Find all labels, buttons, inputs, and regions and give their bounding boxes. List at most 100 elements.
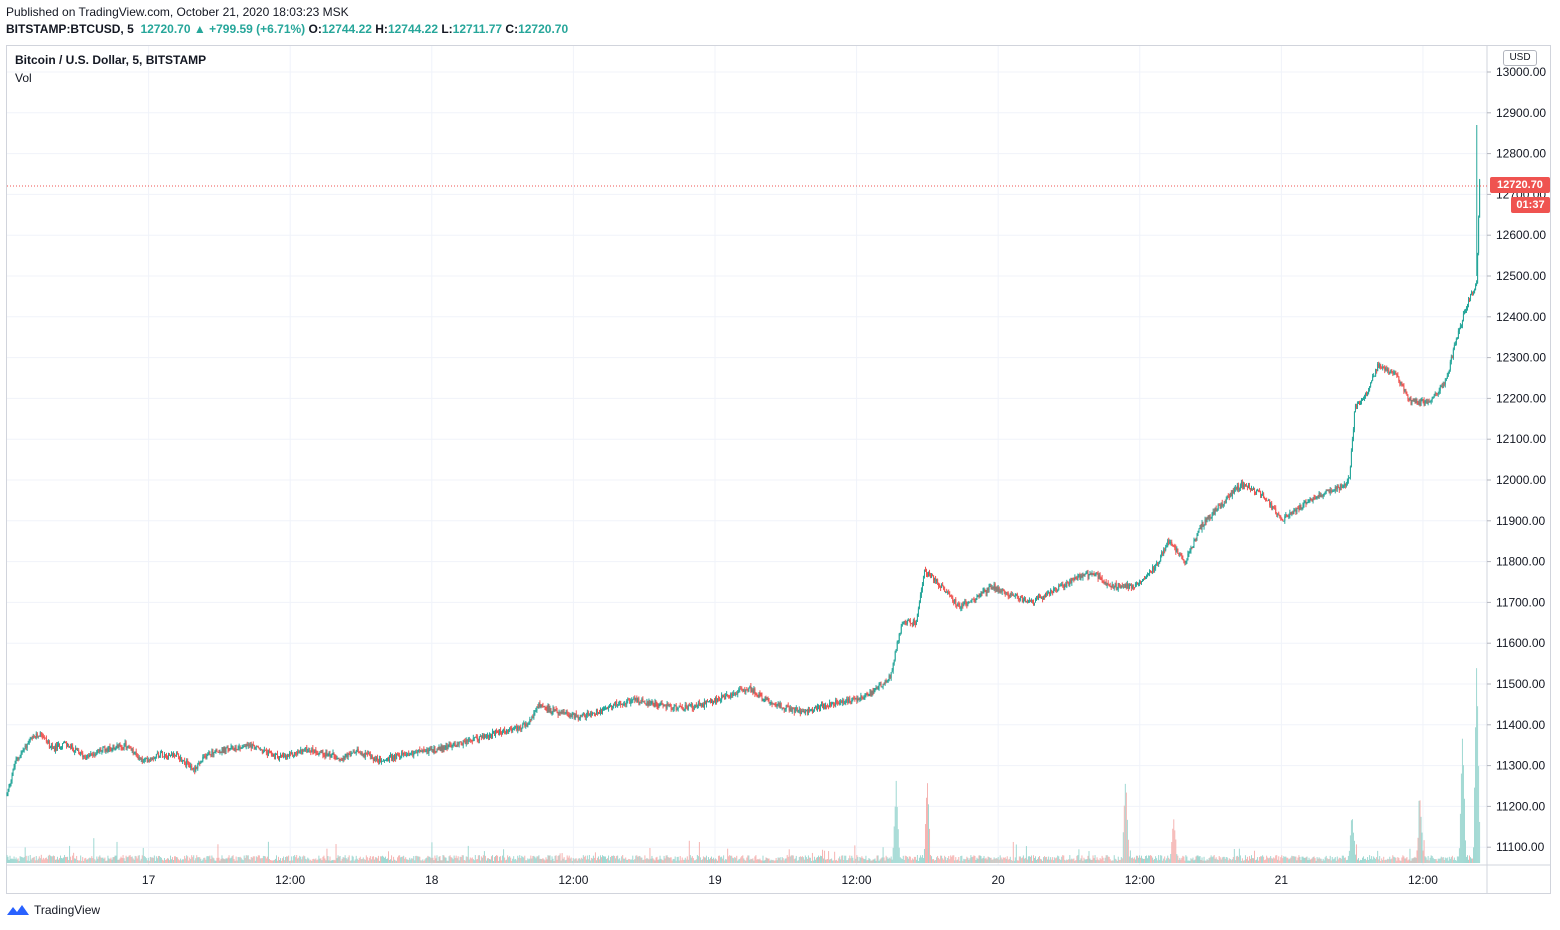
volume-bar [22, 857, 24, 863]
volume-bar [38, 856, 40, 863]
candle-body [858, 698, 860, 700]
volume-bar [574, 858, 576, 863]
volume-bar [1247, 860, 1249, 863]
candle-body [626, 700, 628, 705]
chart-legend-title[interactable]: Bitcoin / U.S. Dollar, 5, BITSTAMP [15, 53, 207, 67]
candle-body [1036, 598, 1038, 600]
volume-bar [981, 858, 983, 863]
volume-bar [823, 858, 825, 863]
volume-bar [1271, 858, 1273, 863]
candle-body [544, 706, 546, 708]
volume-bar [1461, 738, 1463, 863]
volume-bar [250, 856, 252, 863]
currency-button[interactable]: USD [1503, 50, 1537, 66]
candle-body [757, 694, 759, 698]
volume-bar [1294, 856, 1296, 863]
volume-bar [425, 858, 427, 863]
volume-bar [836, 859, 838, 863]
candle-body [939, 585, 941, 587]
volume-bar [1311, 858, 1313, 863]
volume-bar [157, 855, 159, 863]
volume-bar [1206, 859, 1208, 863]
volume-bar [835, 860, 837, 863]
volume-bar [1253, 858, 1255, 863]
candle-body [805, 709, 807, 712]
volume-bar [1021, 857, 1023, 863]
candle-body [752, 689, 754, 694]
candle-body [55, 745, 57, 749]
candle-body [988, 586, 990, 590]
volume-bar [578, 858, 580, 863]
volume-bar [191, 855, 193, 863]
candle-body [793, 707, 795, 713]
candle-body [29, 739, 31, 741]
candle-body [41, 734, 43, 737]
candle-body [204, 756, 206, 758]
volume-bar [240, 857, 242, 863]
candle-body [708, 701, 710, 703]
candle-body [635, 698, 637, 701]
symbol-label[interactable]: BITSTAMP:BTCUSD, 5 [6, 22, 134, 36]
candle-body [1420, 400, 1422, 406]
candle-body [1194, 539, 1196, 541]
candle-body [1404, 390, 1406, 392]
volume-bar [1460, 773, 1462, 863]
volume-bar [658, 859, 660, 863]
candle-body [42, 736, 44, 738]
volume-bar [606, 859, 608, 863]
volume-bar [1147, 858, 1149, 863]
candle-body [604, 708, 606, 710]
volume-bar [898, 847, 900, 863]
candle-body [38, 735, 40, 737]
candle-body [1033, 602, 1035, 605]
candle-body [1393, 372, 1395, 374]
volume-bar [1114, 858, 1116, 863]
volume-bar [51, 856, 53, 863]
candle-body [260, 748, 262, 750]
candle-body [961, 604, 963, 608]
candle-body [536, 707, 538, 711]
candle-body [119, 744, 121, 746]
volume-bar [1391, 858, 1393, 863]
volume-bar [1272, 858, 1274, 863]
volume-bar [1297, 857, 1299, 863]
volume-bar [521, 855, 523, 863]
candle-body [1381, 367, 1383, 369]
candle-body [782, 707, 784, 709]
candle-body [863, 696, 865, 699]
volume-bar [952, 855, 954, 863]
volume-bar [991, 859, 993, 863]
candle-body [279, 756, 281, 759]
candle-body [880, 684, 882, 687]
volume-bar [428, 856, 430, 863]
volume-bar [478, 855, 480, 863]
candle-body [30, 737, 32, 740]
volume-bar [21, 857, 23, 863]
volume-bar [689, 855, 691, 863]
volume-bar [1267, 857, 1269, 863]
candle-body [990, 585, 992, 590]
volume-bar [705, 855, 707, 863]
candle-body [1137, 583, 1139, 585]
candle-body [485, 736, 487, 738]
volume-bar [153, 855, 155, 863]
candle-body [652, 701, 654, 705]
volume-bar [483, 851, 485, 863]
candle-body [779, 703, 781, 708]
volume-bar [538, 855, 540, 863]
brand[interactable]: TradingView [6, 903, 100, 917]
volume-bar [1111, 860, 1113, 863]
candle-body [1032, 602, 1034, 605]
volume-legend[interactable]: Vol [15, 71, 32, 85]
volume-bar [1100, 859, 1102, 863]
candle-body [250, 744, 252, 749]
candle-body [856, 698, 858, 701]
volume-bar [1352, 832, 1354, 863]
candle-body [387, 757, 389, 760]
volume-bar [495, 855, 497, 863]
volume-bar [586, 855, 588, 863]
volume-bar [1384, 860, 1386, 863]
candle-body [934, 577, 936, 581]
candle-body [1164, 549, 1166, 551]
